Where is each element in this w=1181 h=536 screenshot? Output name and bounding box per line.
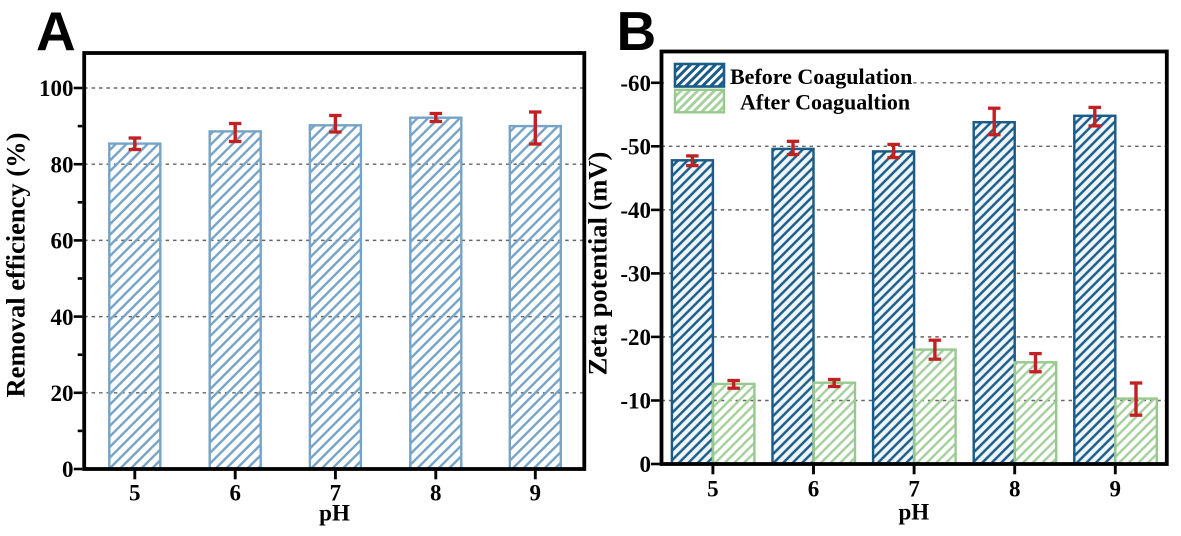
svg-text:-60: -60: [620, 71, 651, 96]
svg-text:7: 7: [330, 481, 342, 506]
svg-text:0: 0: [640, 452, 652, 477]
svg-text:40: 40: [51, 305, 74, 330]
svg-text:8: 8: [1009, 477, 1021, 502]
svg-text:pH: pH: [319, 501, 350, 526]
svg-text:9: 9: [1110, 477, 1122, 502]
svg-text:6: 6: [808, 477, 820, 502]
svg-text:5: 5: [707, 477, 719, 502]
svg-text:B: B: [617, 0, 657, 62]
svg-text:7: 7: [908, 477, 920, 502]
svg-text:100: 100: [39, 76, 74, 101]
svg-text:8: 8: [430, 481, 442, 506]
svg-text:-50: -50: [620, 135, 651, 160]
svg-text:-30: -30: [620, 262, 651, 287]
svg-text:6: 6: [229, 481, 241, 506]
svg-text:Removal efficiency (%): Removal efficiency (%): [1, 133, 31, 398]
svg-text:After Coagualtion: After Coagualtion: [740, 90, 910, 115]
svg-text:pH: pH: [898, 500, 929, 525]
svg-text:5: 5: [129, 481, 141, 506]
svg-text:0: 0: [62, 457, 74, 482]
svg-text:-20: -20: [620, 325, 651, 350]
svg-text:Before Coagulation: Before Coagulation: [730, 64, 912, 89]
svg-text:-40: -40: [620, 198, 651, 223]
svg-text:80: 80: [51, 152, 74, 177]
svg-text:A: A: [36, 0, 76, 62]
svg-text:9: 9: [530, 481, 542, 506]
svg-text:20: 20: [51, 381, 74, 406]
svg-text:60: 60: [51, 229, 74, 254]
svg-text:-10: -10: [620, 389, 651, 414]
svg-text:Zeta potential (mV): Zeta potential (mV): [583, 152, 613, 376]
